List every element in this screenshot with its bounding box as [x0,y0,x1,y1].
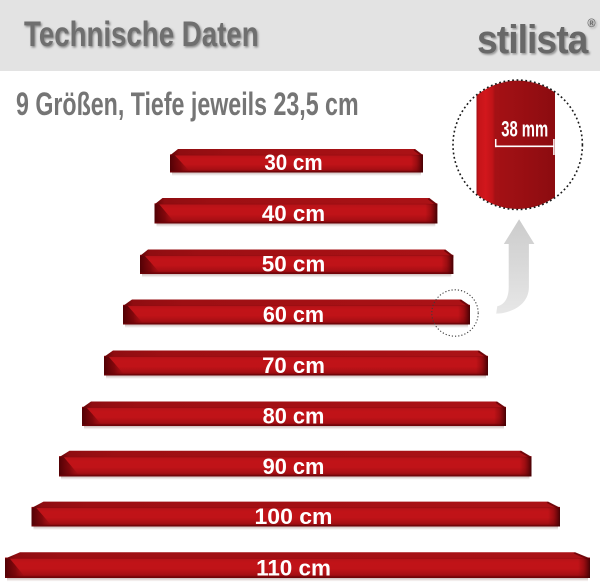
svg-text:60 cm: 60 cm [263,302,324,327]
svg-text:38 mm: 38 mm [501,117,548,142]
svg-text:90 cm: 90 cm [263,454,325,479]
svg-text:30 cm: 30 cm [264,150,322,175]
svg-text:110 cm: 110 cm [256,556,331,581]
svg-text:80 cm: 80 cm [263,404,325,429]
svg-text:100 cm: 100 cm [255,504,333,529]
svg-text:40 cm: 40 cm [262,201,325,226]
svg-text:50 cm: 50 cm [262,252,326,277]
svg-text:70 cm: 70 cm [262,353,325,378]
